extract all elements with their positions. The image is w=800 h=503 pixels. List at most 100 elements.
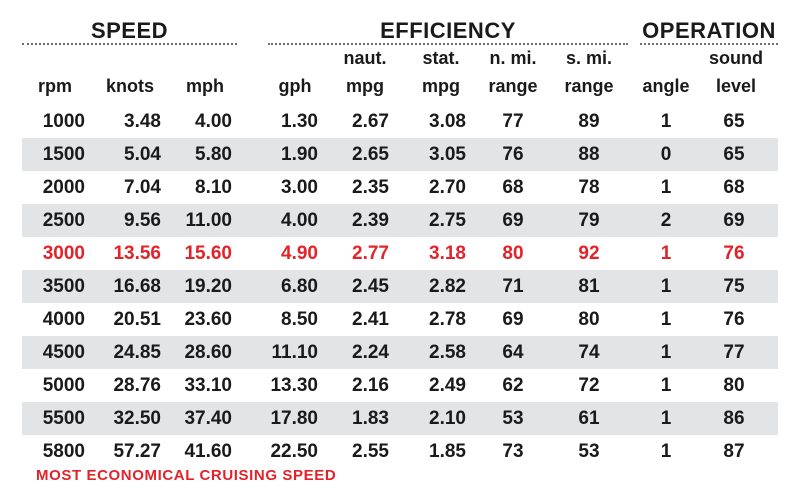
cell-sound-level: 80 <box>723 375 745 396</box>
cell-sound-level: 65 <box>723 111 745 132</box>
cell-stat-mpg: 2.58 <box>429 342 466 363</box>
cell-n-mi-range: 71 <box>502 276 524 297</box>
cell-angle: 1 <box>660 441 672 462</box>
column-header-knots: knots <box>105 76 154 96</box>
cell-rpm: 1500 <box>42 144 85 165</box>
cell-gph: 3.00 <box>281 177 318 198</box>
cell-angle: 1 <box>660 177 672 198</box>
cell-knots: 20.51 <box>113 309 161 330</box>
cell-rpm: 2000 <box>42 177 85 198</box>
cell-gph: 13.30 <box>270 375 318 396</box>
column-header-rpm: rpm <box>37 76 72 96</box>
column-header-gph: gph <box>278 76 312 96</box>
column-header-sound-level-line2: level <box>715 76 757 96</box>
table-row: 5500 32.50 37.40 17.80 1.83 2.10 53 61 1 86 <box>22 402 778 435</box>
cell-angle: 1 <box>660 375 672 396</box>
cell-sound-level: 69 <box>723 210 745 231</box>
cell-n-mi-range: 68 <box>502 177 524 198</box>
column-header-angle: angle <box>642 76 690 96</box>
cell-s-mi-range: 80 <box>578 309 600 330</box>
cell-gph: 1.90 <box>281 144 318 165</box>
cell-naut-mpg: 2.41 <box>352 309 389 330</box>
cell-naut-mpg: 2.65 <box>352 144 389 165</box>
cell-angle: 1 <box>660 342 672 363</box>
cell-s-mi-range: 92 <box>578 243 600 264</box>
column-header-stat-mpg-line2: mpg <box>422 76 460 96</box>
column-header-mph: mph <box>186 76 224 96</box>
cell-mph: 11.00 <box>185 210 233 231</box>
cell-stat-mpg: 2.82 <box>429 276 466 297</box>
cell-mph: 8.10 <box>195 177 232 198</box>
cell-naut-mpg: 2.24 <box>352 342 389 363</box>
cell-n-mi-range: 76 <box>502 144 524 165</box>
cell-mph: 4.00 <box>195 111 232 132</box>
cell-naut-mpg: 1.83 <box>352 408 389 429</box>
column-header-n-mi-range-line1: n. mi. <box>489 48 537 68</box>
cell-naut-mpg: 2.39 <box>352 210 389 231</box>
cell-n-mi-range: 77 <box>502 111 524 132</box>
cell-mph: 41.60 <box>184 441 232 462</box>
cell-angle: 1 <box>660 243 672 264</box>
cell-angle: 1 <box>660 309 672 330</box>
cell-n-mi-range: 53 <box>502 408 524 429</box>
column-header-stat-mpg-line1: stat. <box>422 48 460 68</box>
table-row: 2500 9.56 11.00 4.00 2.39 2.75 69 79 2 69 <box>22 204 778 237</box>
cell-stat-mpg: 3.18 <box>429 243 466 264</box>
cell-naut-mpg: 2.45 <box>352 276 389 297</box>
cell-mph: 33.10 <box>184 375 232 396</box>
cell-knots: 5.04 <box>124 144 161 165</box>
cell-naut-mpg: 2.16 <box>352 375 389 396</box>
cell-s-mi-range: 53 <box>578 441 600 462</box>
cell-knots: 7.04 <box>124 177 161 198</box>
cell-s-mi-range: 89 <box>578 111 600 132</box>
cell-knots: 3.48 <box>124 111 161 132</box>
cell-rpm: 5000 <box>42 375 85 396</box>
column-header-sound-level-line1: sound <box>709 48 763 68</box>
cell-rpm: 3000 <box>42 243 85 264</box>
cell-s-mi-range: 72 <box>578 375 600 396</box>
footnote-most-economical: MOST ECONOMICAL CRUISING SPEED <box>36 467 337 484</box>
table-row: 5800 57.27 41.60 22.50 2.55 1.85 73 53 1 87 <box>22 435 778 468</box>
table-row: 4500 24.85 28.60 11.10 2.24 2.58 64 74 1 77 <box>22 336 778 369</box>
cell-sound-level: 87 <box>723 441 745 462</box>
cell-knots: 16.68 <box>113 276 161 297</box>
cell-n-mi-range: 64 <box>502 342 524 363</box>
table-row: 2000 7.04 8.10 3.00 2.35 2.70 68 78 1 68 <box>22 171 778 204</box>
cell-rpm: 3500 <box>42 276 85 297</box>
cell-stat-mpg: 1.85 <box>429 441 466 462</box>
cell-sound-level: 68 <box>723 177 745 198</box>
cell-stat-mpg: 2.10 <box>429 408 466 429</box>
cell-naut-mpg: 2.67 <box>352 111 389 132</box>
cell-s-mi-range: 61 <box>578 408 600 429</box>
column-header-s-mi-range-line1: s. mi. <box>565 48 613 68</box>
table-row: 1500 5.04 5.80 1.90 2.65 3.05 76 88 0 65 <box>22 138 778 171</box>
cell-s-mi-range: 88 <box>578 144 600 165</box>
cell-mph: 28.60 <box>184 342 232 363</box>
cell-angle: 2 <box>660 210 672 231</box>
cell-mph: 15.60 <box>184 243 232 264</box>
group-divider-speed <box>22 43 237 45</box>
cell-s-mi-range: 79 <box>578 210 600 231</box>
cell-knots: 32.50 <box>113 408 161 429</box>
cell-sound-level: 76 <box>723 309 745 330</box>
cell-rpm: 2500 <box>42 210 85 231</box>
cell-rpm: 1000 <box>42 111 85 132</box>
cell-naut-mpg: 2.77 <box>352 243 389 264</box>
cell-sound-level: 65 <box>723 144 745 165</box>
group-title-efficiency: EFFICIENCY <box>380 18 516 43</box>
cell-rpm: 5800 <box>42 441 85 462</box>
column-header-naut-mpg-line1: naut. <box>343 48 387 68</box>
cell-sound-level: 86 <box>723 408 745 429</box>
cell-sound-level: 76 <box>723 243 745 264</box>
table-row: 4000 20.51 23.60 8.50 2.41 2.78 69 80 1 76 <box>22 303 778 336</box>
cell-gph: 4.00 <box>281 210 318 231</box>
column-header-s-mi-range-line2: range <box>564 76 614 96</box>
cell-stat-mpg: 2.70 <box>429 177 466 198</box>
group-title-operation: OPERATION <box>642 18 776 43</box>
table-row: 5000 28.76 33.10 13.30 2.16 2.49 62 72 1 80 <box>22 369 778 402</box>
cell-rpm: 4000 <box>42 309 85 330</box>
group-title-speed: SPEED <box>90 18 169 43</box>
cell-stat-mpg: 3.08 <box>429 111 466 132</box>
cell-angle: 1 <box>660 276 672 297</box>
group-divider-efficiency <box>268 43 628 45</box>
